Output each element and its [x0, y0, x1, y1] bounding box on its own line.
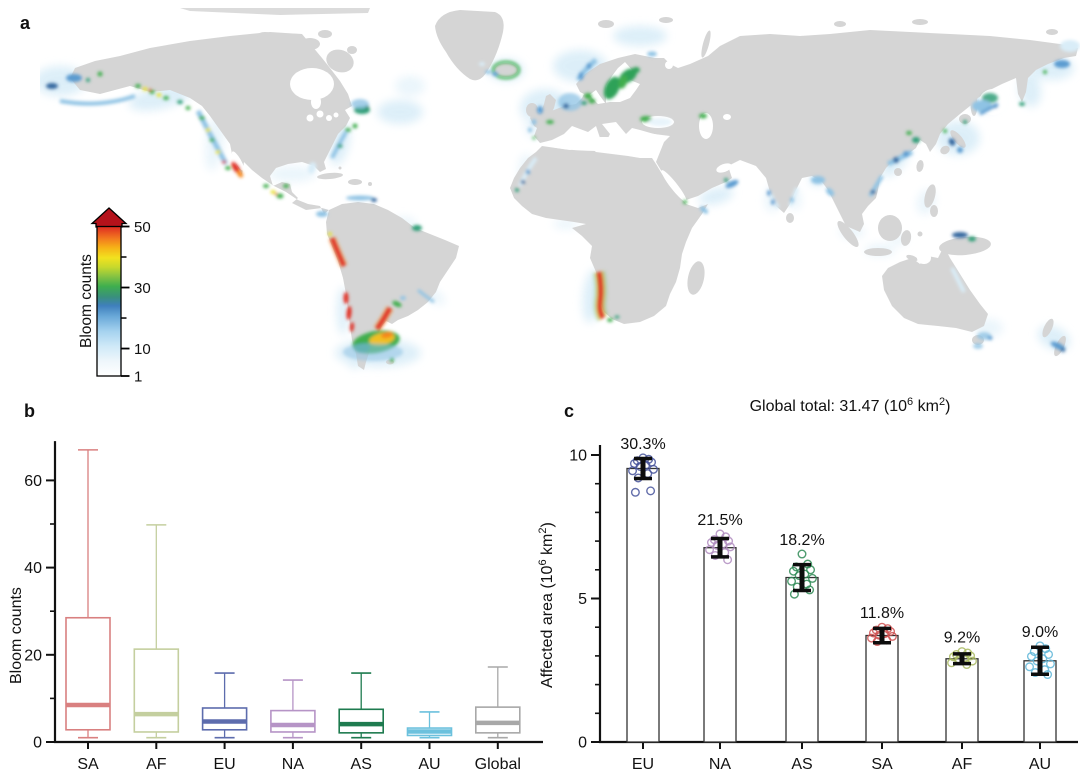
land-ireland	[526, 103, 538, 117]
map-land	[70, 8, 1078, 370]
land-south-america	[326, 202, 459, 370]
colorbar: 50 30 10 1	[58, 204, 178, 394]
x-tick-label: Global	[475, 756, 521, 773]
x-tick-label: NA	[709, 756, 732, 773]
bar-AF	[945, 658, 979, 743]
colorbar-tick-label: 30	[134, 280, 151, 297]
land-new-guinea	[939, 236, 991, 256]
x-tick-label: EU	[213, 756, 235, 773]
barchart-ylabel: Affected area (106 km2)	[537, 522, 557, 688]
colorbar-tick-label: 10	[134, 341, 151, 358]
percent-label-EU: 30.3%	[620, 436, 665, 453]
x-tick-label: AS	[791, 756, 812, 773]
bar-SA	[865, 634, 899, 743]
box-Global	[474, 666, 521, 739]
x-tick-label: AU	[1029, 756, 1051, 773]
percent-label-AU: 9.0%	[1022, 624, 1058, 641]
colorbar-gradient-bar	[96, 225, 122, 377]
box-NA	[270, 679, 316, 739]
colorbar-arrow	[90, 207, 128, 228]
colorbar-svg: 50 30 10 1	[90, 207, 151, 386]
error-bar-EU	[634, 456, 652, 481]
world-map	[34, 6, 1080, 396]
y-tick-label: 60	[24, 473, 42, 490]
barchart-svg: 0 5 10 EU 30.3% NA 21.5% AS 18.2% SA 11.8% AF 9.2% AU…	[569, 436, 1078, 773]
error-bar-AS	[793, 562, 811, 593]
error-bar-NA	[711, 536, 729, 559]
title-text-km: km	[913, 398, 939, 415]
box-SA	[65, 449, 111, 739]
ylabel-superscript-2: 2	[537, 527, 549, 534]
ylabel-text-close: )	[539, 522, 556, 528]
x-tick-label: AS	[351, 756, 372, 773]
bar-AS	[785, 576, 819, 743]
box-AS	[338, 672, 385, 739]
error-bar-SA	[873, 626, 891, 645]
land-australia	[882, 246, 988, 332]
title-superscript-2: 2	[938, 396, 946, 408]
land-eurasia	[530, 30, 1078, 232]
y-tick-label: 0	[33, 735, 42, 752]
box-AU	[406, 711, 453, 739]
land-greenland	[435, 10, 504, 81]
x-tick-label: NA	[282, 756, 305, 773]
x-tick-label: EU	[632, 756, 654, 773]
x-tick-label: AU	[418, 756, 440, 773]
colorbar-label: Bloom counts	[78, 254, 95, 348]
y-tick-label: 40	[24, 560, 42, 577]
land-madagascar	[687, 261, 705, 295]
land-africa	[510, 146, 708, 324]
title-superscript-6: 6	[907, 396, 914, 408]
land-iceland	[494, 63, 518, 77]
world-map-svg	[34, 8, 1080, 370]
map-bloom-features	[46, 40, 1080, 362]
points-AS	[787, 549, 817, 599]
ylabel-text-km: km	[539, 533, 556, 560]
box-EU	[201, 672, 248, 739]
error-bar-AU	[1031, 645, 1049, 677]
boxplot-svg: 0 20 40 60 SA AF EU NA AS AU Global	[24, 441, 543, 773]
land-north-america	[70, 32, 352, 214]
error-bar-AF	[953, 652, 971, 666]
bar-NA	[703, 547, 737, 743]
x-tick-label: AF	[952, 756, 973, 773]
panel-b-label: b	[24, 401, 35, 421]
x-tick-label: SA	[871, 756, 893, 773]
y-tick-label: 20	[24, 647, 42, 664]
ylabel-superscript-6: 6	[537, 559, 549, 566]
percent-label-SA: 11.8%	[860, 605, 904, 622]
colorbar-tick-label: 50	[134, 219, 151, 236]
title-text: Global total: 31.47 (10	[749, 398, 908, 415]
percent-label-NA: 21.5%	[697, 512, 742, 529]
land-arctic-strip	[180, 8, 370, 15]
land-uk	[540, 94, 556, 120]
percent-label-AS: 18.2%	[779, 532, 824, 549]
bar-EU	[626, 467, 660, 743]
colorbar-tick-label: 1	[134, 369, 142, 386]
panel-c-label: c	[564, 401, 575, 421]
percent-label-AF: 9.2%	[944, 630, 980, 647]
land-new-zealand-north	[1042, 318, 1054, 338]
box-AF	[133, 524, 180, 739]
title-text-close: )	[945, 398, 951, 415]
x-tick-label: SA	[77, 756, 99, 773]
y-tick-label: 10	[569, 448, 587, 465]
barchart-title: Global total: 31.47 (106 km2)	[620, 396, 1080, 416]
panel-a-label: a	[20, 13, 31, 33]
y-tick-label: 0	[578, 735, 587, 752]
y-tick-label: 5	[578, 591, 587, 608]
ylabel-text: Affected area (10	[539, 565, 556, 688]
x-tick-label: AF	[146, 756, 167, 773]
